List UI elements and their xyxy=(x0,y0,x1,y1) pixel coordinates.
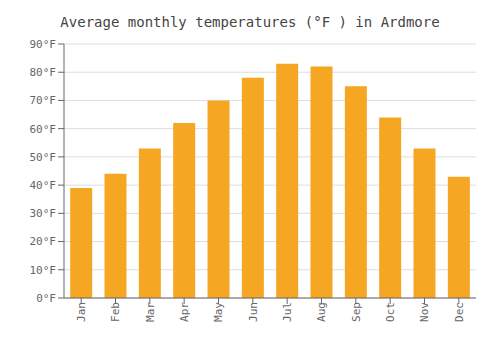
svg-text:Nov: Nov xyxy=(418,302,431,322)
svg-text:Jan: Jan xyxy=(75,302,88,322)
svg-text:Sep: Sep xyxy=(350,302,363,322)
svg-text:Jul: Jul xyxy=(281,302,294,322)
svg-text:60°F: 60°F xyxy=(30,123,57,136)
svg-text:0°F: 0°F xyxy=(36,292,56,305)
svg-text:Apr: Apr xyxy=(178,302,191,322)
svg-text:90°F: 90°F xyxy=(30,38,57,51)
svg-text:70°F: 70°F xyxy=(30,94,57,107)
svg-text:10°F: 10°F xyxy=(30,264,57,277)
svg-text:30°F: 30°F xyxy=(30,207,57,220)
svg-text:Jun: Jun xyxy=(247,302,260,322)
svg-text:May: May xyxy=(212,302,225,322)
html-text:Average monthly temperatures (: Average monthly temperatures (°F ) in Ar… xyxy=(60,14,440,30)
svg-text:Feb: Feb xyxy=(109,302,122,322)
svg-text:80°F: 80°F xyxy=(30,66,57,79)
svg-text:Aug: Aug xyxy=(315,302,328,322)
svg-text:40°F: 40°F xyxy=(30,179,57,192)
svg-text:Mar: Mar xyxy=(144,302,157,322)
svg-text:20°F: 20°F xyxy=(30,235,57,248)
svg-text:50°F: 50°F xyxy=(30,151,57,164)
svg-text:Oct: Oct xyxy=(384,302,397,322)
svg-text:Dec: Dec xyxy=(453,302,466,322)
